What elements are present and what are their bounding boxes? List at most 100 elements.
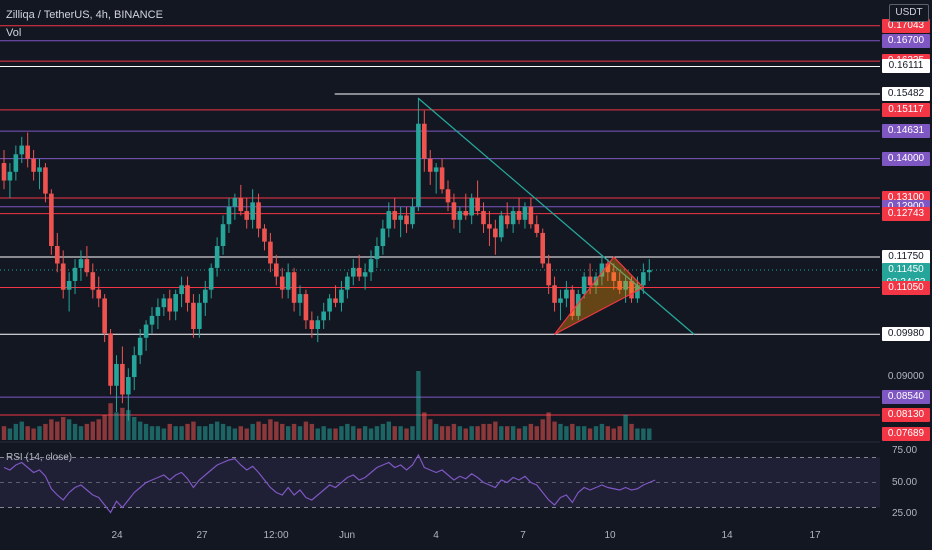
symbol-legend[interactable]: Zilliqa / TetherUS, 4h, BINANCE bbox=[6, 9, 163, 21]
candle-body bbox=[439, 167, 445, 190]
candle-body bbox=[137, 337, 143, 356]
candle-body bbox=[623, 280, 628, 290]
volume-bar bbox=[13, 423, 19, 440]
volume-bar bbox=[433, 423, 439, 440]
candle-body bbox=[315, 320, 321, 329]
rsi-legend[interactable]: RSI (14, close) bbox=[6, 452, 73, 463]
candle-body bbox=[126, 377, 131, 395]
candle-body bbox=[321, 311, 326, 321]
candle-body bbox=[173, 294, 178, 312]
candle-body bbox=[268, 241, 273, 264]
candle-body bbox=[120, 363, 125, 395]
candle-body bbox=[54, 246, 60, 264]
volume-bar bbox=[280, 423, 285, 440]
candle-body bbox=[78, 259, 84, 268]
volume-bar bbox=[132, 417, 137, 440]
candle-body bbox=[96, 289, 102, 299]
volume-bar bbox=[179, 426, 184, 440]
candle-body bbox=[445, 189, 451, 203]
volume-bar bbox=[493, 421, 498, 440]
volume-bar bbox=[581, 426, 587, 440]
candle-body bbox=[599, 263, 605, 277]
candle-body bbox=[291, 272, 297, 303]
volume-bar bbox=[256, 421, 261, 440]
candle-body bbox=[629, 280, 634, 299]
candle-body bbox=[552, 285, 557, 303]
candle-body bbox=[13, 154, 19, 172]
volume-bar bbox=[623, 414, 628, 440]
volume-bar bbox=[49, 419, 54, 440]
volume-bar bbox=[611, 428, 616, 440]
volume-bar bbox=[410, 426, 415, 440]
candle-body bbox=[546, 263, 551, 286]
volume-bar bbox=[451, 423, 457, 440]
volume-bar bbox=[368, 428, 374, 440]
volume-bar bbox=[285, 426, 291, 440]
volume-bar bbox=[155, 426, 161, 440]
candle-body bbox=[540, 232, 546, 264]
candle-body bbox=[605, 263, 611, 273]
volume-bar bbox=[587, 428, 593, 440]
price-label: 0.07689 bbox=[882, 427, 930, 442]
candle-body bbox=[208, 267, 214, 290]
candle-body bbox=[191, 302, 196, 329]
candle-body bbox=[427, 158, 433, 172]
volume-bar bbox=[137, 421, 143, 440]
time-tick: 10 bbox=[604, 530, 616, 541]
time-tick: 27 bbox=[196, 530, 208, 541]
volume-bars bbox=[1, 371, 652, 440]
candle-body bbox=[504, 215, 510, 225]
volume-bar bbox=[291, 423, 297, 440]
volume-bar bbox=[552, 421, 557, 440]
candle-body bbox=[575, 294, 581, 316]
volume-bar bbox=[398, 426, 403, 440]
candle-body bbox=[345, 276, 350, 290]
volume-bar bbox=[617, 426, 622, 440]
candle-body bbox=[161, 298, 167, 308]
volume-bar bbox=[558, 423, 563, 440]
candle-body bbox=[617, 280, 622, 290]
time-tick: 17 bbox=[809, 530, 821, 541]
volume-bar bbox=[374, 426, 380, 440]
price-axis[interactable]: 0.170430.167000.162350.161110.154820.151… bbox=[880, 0, 932, 550]
currency-button[interactable]: USDT bbox=[889, 4, 929, 22]
candle-body bbox=[238, 197, 244, 212]
trendline-drawings bbox=[417, 97, 695, 335]
candle-body bbox=[386, 211, 392, 229]
volume-bar bbox=[143, 423, 149, 440]
volume-bar bbox=[510, 426, 516, 440]
price-label: 0.16700 bbox=[882, 33, 930, 48]
volume-bar bbox=[161, 428, 167, 440]
candle-body bbox=[149, 315, 155, 325]
volume-bar bbox=[593, 426, 599, 440]
volume-bar bbox=[102, 414, 107, 440]
candle-body bbox=[309, 320, 315, 329]
candle-body bbox=[72, 267, 78, 281]
candle-body bbox=[641, 272, 646, 286]
volume-bar bbox=[422, 412, 427, 440]
volume-bar bbox=[149, 426, 155, 440]
candle-body bbox=[226, 206, 232, 225]
volume-bar bbox=[635, 428, 640, 440]
volume-bar bbox=[570, 423, 575, 440]
volume-bar bbox=[380, 423, 386, 440]
volume-bar bbox=[351, 426, 356, 440]
candle-body bbox=[356, 267, 362, 277]
candle-body bbox=[197, 302, 202, 329]
volume-bar bbox=[214, 421, 220, 440]
volume-bar bbox=[505, 426, 510, 440]
price-label: 0.15117 bbox=[882, 102, 930, 117]
candle-body bbox=[84, 259, 90, 273]
chart-canvas[interactable] bbox=[0, 0, 880, 550]
candle-body bbox=[256, 202, 261, 229]
price-label: 0.14631 bbox=[882, 124, 930, 139]
volume-bar bbox=[469, 426, 474, 440]
candle-body bbox=[433, 167, 439, 172]
candle-body bbox=[534, 224, 540, 233]
candle-body bbox=[558, 298, 563, 303]
triangle-pattern bbox=[554, 256, 645, 335]
volume-bar bbox=[315, 428, 320, 440]
candle-body bbox=[66, 280, 72, 290]
candle-body bbox=[279, 276, 285, 290]
horizontal-levels bbox=[0, 25, 880, 416]
